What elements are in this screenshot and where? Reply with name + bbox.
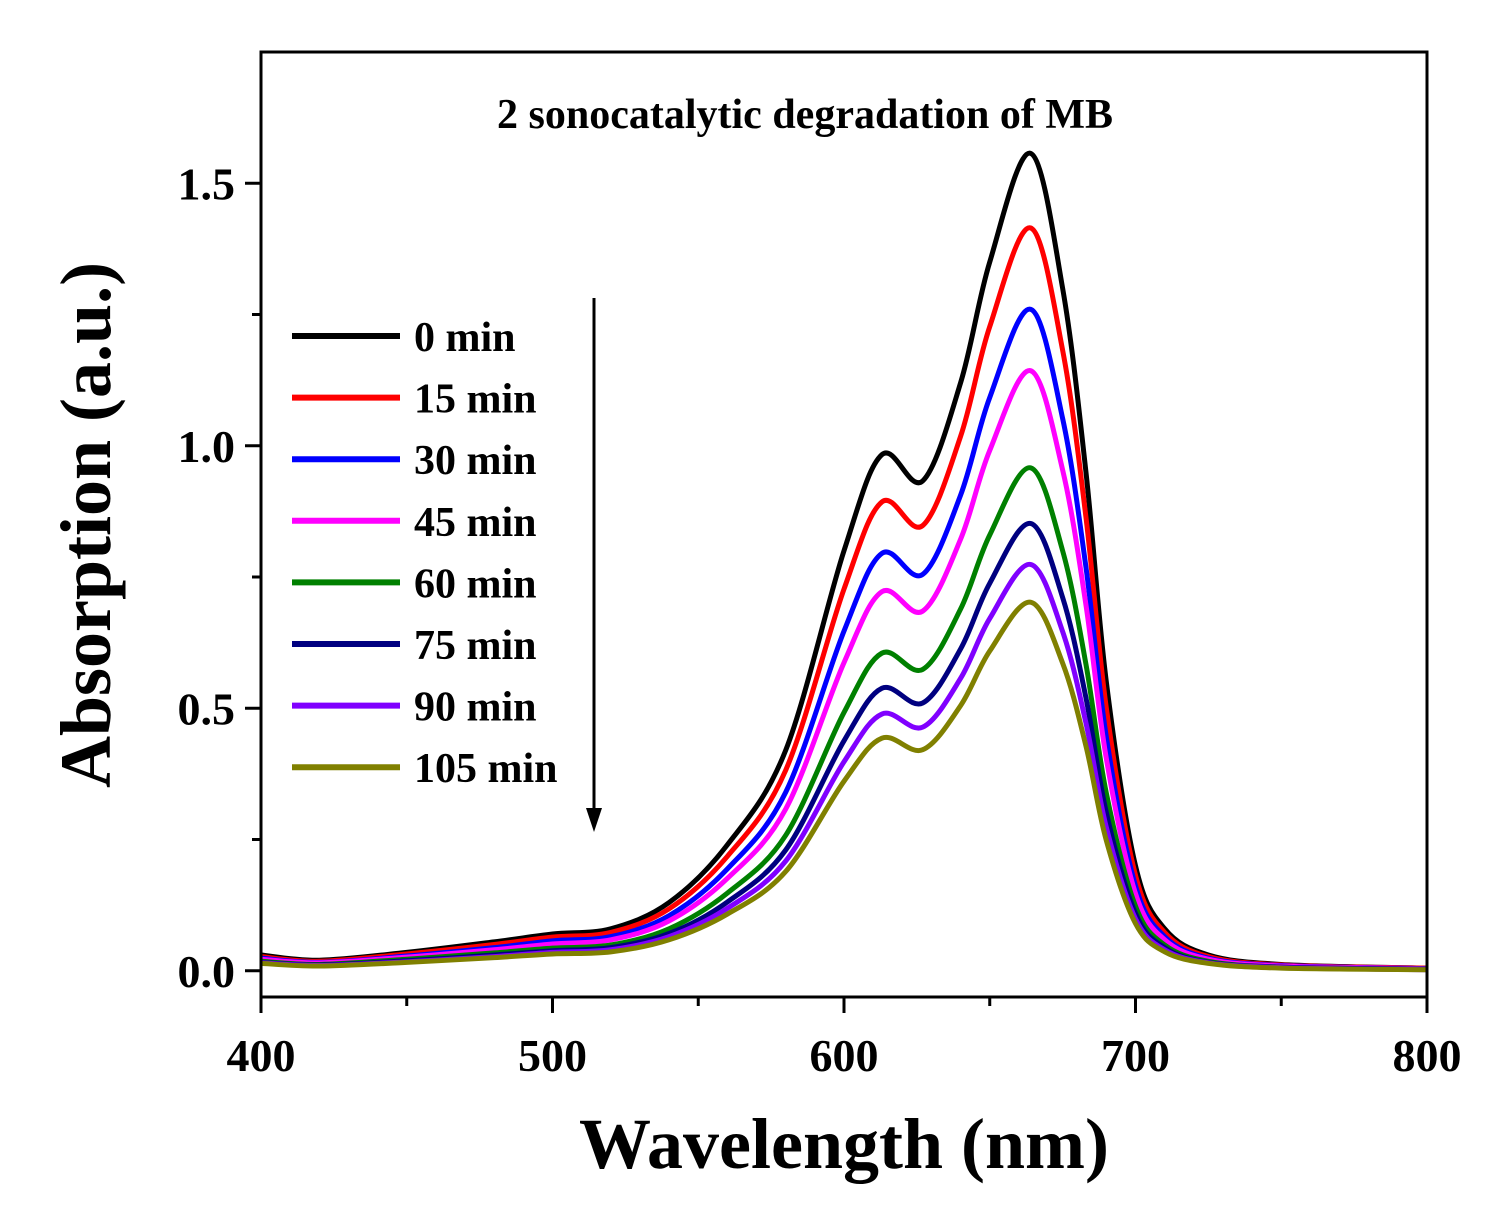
series-line-105-min [260,599,1428,973]
y-tick-label: 0.5 [178,683,236,734]
x-tick-label: 600 [810,1030,879,1081]
legend-item: 15 min [292,377,537,423]
legend-label: 0 min [414,315,516,361]
legend-label: 30 min [414,438,537,484]
ticks-layer: 400 500 600 700 800 0.0 0.5 1.0 1.5 [178,158,1462,1081]
series-layer [260,150,1428,973]
x-tick-label: 500 [518,1030,587,1081]
legend-label: 15 min [414,377,537,423]
legend-item: 0 min [292,315,516,361]
legend-label: 90 min [414,685,537,731]
trend-arrow [586,298,602,832]
legend: 0 min 15 min 30 min 45 min 60 min 75 min 90 mi… [292,315,558,792]
legend-item: 105 min [292,746,558,792]
x-axis-title: Wavelength (nm) [579,1104,1109,1184]
legend-item: 30 min [292,438,537,484]
y-axis-title: Absorption (a.u.) [46,262,126,788]
legend-label: 45 min [414,500,537,546]
legend-item: 45 min [292,500,537,546]
x-tick-label: 700 [1101,1030,1170,1081]
legend-label: 105 min [414,746,558,792]
chart-title: 2 sonocatalytic degradation of MB [497,92,1113,138]
legend-item: 75 min [292,623,537,669]
y-tick-label: 0.0 [178,946,236,997]
series-line-15-min [260,225,1428,971]
legend-item: 60 min [292,561,537,607]
y-tick-label: 1.5 [178,158,236,209]
legend-label: 75 min [414,623,537,669]
y-tick-label: 1.0 [178,421,236,472]
legend-label: 60 min [414,561,537,607]
x-tick-label: 400 [227,1030,296,1081]
x-tick-label: 800 [1393,1030,1462,1081]
series-line-45-min [260,368,1428,972]
series-line-60-min [260,465,1428,972]
legend-item: 90 min [292,685,537,731]
